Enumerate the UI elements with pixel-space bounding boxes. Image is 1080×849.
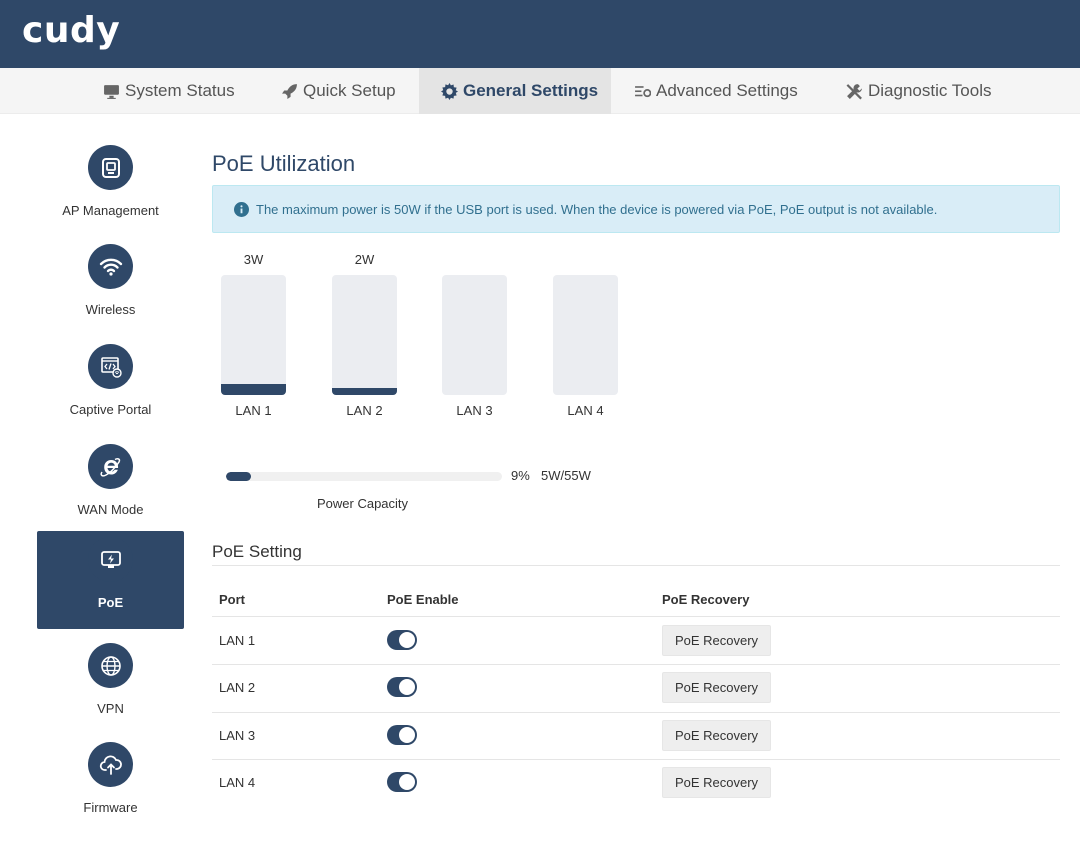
tab-quick-setup[interactable]: Quick Setup xyxy=(281,68,396,114)
sidebar-item-captive-portal[interactable]: Captive Portal xyxy=(37,338,184,436)
power-capacity-bar xyxy=(226,472,502,481)
table-row-port: LAN 3 xyxy=(219,728,256,743)
tab-label: Quick Setup xyxy=(303,81,396,100)
poe-enable-toggle[interactable] xyxy=(387,677,417,697)
sidebar-item-label: Wireless xyxy=(85,302,136,317)
top-header: cudy xyxy=(0,0,1080,68)
poe-enable-toggle[interactable] xyxy=(387,725,417,745)
row-divider xyxy=(212,759,1060,760)
icon-circle xyxy=(88,537,133,582)
row-divider xyxy=(212,712,1060,713)
icon-circle xyxy=(88,244,133,289)
sidebar-item-wan-mode[interactable]: WAN Mode xyxy=(37,438,184,536)
table-row-port: LAN 1 xyxy=(219,633,256,648)
sliders-gear-icon xyxy=(635,85,651,97)
poe-icon xyxy=(100,550,121,568)
sidebar-item-ap-management[interactable]: AP Management xyxy=(37,139,184,237)
internet-explorer-icon xyxy=(99,457,120,477)
port-bar-track xyxy=(442,275,507,395)
port-bar-track xyxy=(221,275,286,395)
poe-setting-title: PoE Setting xyxy=(212,542,302,561)
sidebar-item-vpn[interactable]: VPN xyxy=(37,637,184,735)
sidebar-item-label: PoE xyxy=(97,595,124,610)
table-row-port: LAN 4 xyxy=(219,775,256,790)
port-bar-track xyxy=(553,275,618,395)
row-divider xyxy=(212,616,1060,617)
gear-icon xyxy=(441,82,458,100)
port-label: LAN 4 xyxy=(567,403,604,418)
column-header-poe-recovery: PoE Recovery xyxy=(662,592,750,607)
wrench-screwdriver-icon xyxy=(846,83,862,99)
port-power-value: 3W xyxy=(243,252,264,267)
sidebar-item-label: AP Management xyxy=(62,203,159,218)
sidebar-item-poe[interactable]: PoE xyxy=(37,531,184,629)
toggle-knob xyxy=(399,774,415,790)
icon-circle xyxy=(88,444,133,489)
tab-label: System Status xyxy=(125,81,235,100)
tab-diagnostic-tools[interactable]: Diagnostic Tools xyxy=(846,68,991,114)
sidebar-item-wireless[interactable]: Wireless xyxy=(37,238,184,336)
info-icon xyxy=(234,201,249,217)
tab-label: Advanced Settings xyxy=(656,81,798,100)
tab-advanced-settings[interactable]: Advanced Settings xyxy=(634,68,798,114)
section-divider xyxy=(212,565,1060,566)
poe-recovery-button[interactable]: PoE Recovery xyxy=(662,767,771,798)
poe-enable-toggle[interactable] xyxy=(387,630,417,650)
power-capacity-label: Power Capacity xyxy=(317,496,409,511)
icon-circle xyxy=(88,344,133,389)
sidebar-item-label: Firmware xyxy=(83,800,138,815)
globe-icon xyxy=(100,655,121,676)
poe-recovery-button[interactable]: PoE Recovery xyxy=(662,625,771,656)
row-divider xyxy=(212,664,1060,665)
wifi-icon xyxy=(99,258,122,276)
captive-portal-icon xyxy=(100,356,122,378)
toggle-knob xyxy=(399,679,415,695)
tab-general-settings[interactable]: General Settings xyxy=(419,68,611,114)
port-power-value: 2W xyxy=(354,252,375,267)
power-capacity-fill xyxy=(226,472,251,481)
port-bar-fill xyxy=(332,387,397,395)
monitor-icon xyxy=(104,84,119,99)
poe-enable-toggle[interactable] xyxy=(387,772,417,792)
cudy-logo[interactable]: cudy xyxy=(22,10,121,51)
cloud-upload-icon xyxy=(99,755,122,775)
rocket-icon xyxy=(282,83,297,99)
tab-label: General Settings xyxy=(463,81,599,100)
icon-circle xyxy=(88,145,133,190)
power-capacity-usage: 5W/55W xyxy=(541,468,591,483)
table-row-port: LAN 2 xyxy=(219,680,256,695)
sidebar-item-firmware[interactable]: Firmware xyxy=(37,736,184,834)
column-header-port: Port xyxy=(219,592,245,607)
toggle-knob xyxy=(399,727,415,743)
tab-system-status[interactable]: System Status xyxy=(103,68,235,114)
access-point-icon xyxy=(101,157,120,178)
power-capacity-percent: 9% xyxy=(511,468,530,483)
column-header-poe-enable: PoE Enable xyxy=(387,592,459,607)
info-text: The maximum power is 50W if the USB port… xyxy=(256,201,938,217)
icon-circle xyxy=(88,742,133,787)
poe-recovery-button[interactable]: PoE Recovery xyxy=(662,672,771,703)
tab-label: Diagnostic Tools xyxy=(868,81,992,100)
port-label: LAN 2 xyxy=(346,403,383,418)
port-label: LAN 3 xyxy=(456,403,493,418)
poe-recovery-button[interactable]: PoE Recovery xyxy=(662,720,771,751)
sidebar-item-label: VPN xyxy=(97,701,124,716)
icon-circle xyxy=(88,643,133,688)
sidebar-item-label: WAN Mode xyxy=(77,502,144,517)
toggle-knob xyxy=(399,632,415,648)
info-alert: The maximum power is 50W if the USB port… xyxy=(212,185,1060,233)
sidebar-item-label: Captive Portal xyxy=(69,402,152,417)
main-nav: System Status Quick Setup General Settin… xyxy=(0,68,1080,114)
port-bar-track xyxy=(332,275,397,395)
port-label: LAN 1 xyxy=(235,403,272,418)
page-title: PoE Utilization xyxy=(212,151,356,176)
port-bar-fill xyxy=(221,384,286,395)
